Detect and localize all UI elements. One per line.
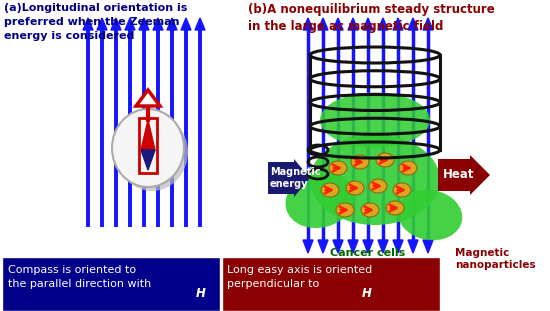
Polygon shape [393, 240, 403, 253]
FancyArrow shape [438, 155, 490, 195]
Polygon shape [333, 18, 343, 30]
Polygon shape [318, 18, 328, 30]
Ellipse shape [398, 190, 463, 240]
Ellipse shape [112, 109, 184, 187]
Ellipse shape [116, 113, 188, 191]
Polygon shape [378, 240, 388, 253]
FancyBboxPatch shape [222, 257, 440, 311]
Polygon shape [408, 18, 418, 30]
Polygon shape [141, 120, 155, 150]
Polygon shape [348, 240, 358, 253]
Text: Magnetic
energy: Magnetic energy [270, 167, 321, 189]
Polygon shape [141, 150, 155, 170]
Polygon shape [333, 240, 343, 253]
Polygon shape [393, 18, 403, 30]
Ellipse shape [386, 201, 404, 215]
Polygon shape [303, 240, 313, 253]
Polygon shape [181, 18, 191, 30]
Ellipse shape [321, 183, 339, 197]
Text: (b)A nonequilibrium steady structure
in the large ac magnetic field: (b)A nonequilibrium steady structure in … [248, 3, 495, 33]
Text: Cancer cells: Cancer cells [330, 248, 405, 258]
Polygon shape [423, 18, 433, 30]
FancyBboxPatch shape [2, 257, 220, 311]
Polygon shape [195, 18, 205, 30]
Ellipse shape [329, 161, 347, 175]
Ellipse shape [336, 203, 354, 217]
Polygon shape [136, 90, 160, 106]
Ellipse shape [393, 183, 411, 197]
Text: Heat: Heat [443, 169, 475, 182]
Polygon shape [363, 18, 373, 30]
Polygon shape [378, 18, 388, 30]
Text: Long easy axis is oriented
perpendicular to: Long easy axis is oriented perpendicular… [227, 265, 372, 289]
Polygon shape [408, 240, 418, 253]
Ellipse shape [320, 92, 430, 147]
Polygon shape [423, 240, 433, 253]
Ellipse shape [369, 179, 387, 193]
Polygon shape [167, 18, 177, 30]
Ellipse shape [361, 203, 379, 217]
Ellipse shape [285, 172, 355, 228]
Polygon shape [111, 18, 121, 30]
Ellipse shape [399, 161, 417, 175]
Ellipse shape [346, 181, 364, 195]
Polygon shape [97, 18, 107, 30]
Polygon shape [153, 18, 163, 30]
Polygon shape [125, 18, 135, 30]
Text: Compass is oriented to
the parallel direction with: Compass is oriented to the parallel dire… [8, 265, 155, 289]
Polygon shape [363, 240, 373, 253]
Polygon shape [348, 18, 358, 30]
Polygon shape [83, 18, 93, 30]
Polygon shape [139, 18, 149, 30]
Text: (a)Longitudinal orientation is
preferred when the Zeeman
energy is considered: (a)Longitudinal orientation is preferred… [4, 3, 188, 41]
Text: H: H [196, 287, 206, 300]
Ellipse shape [351, 155, 369, 169]
Text: Magnetic
nanoparticles: Magnetic nanoparticles [455, 248, 536, 270]
Ellipse shape [376, 153, 394, 167]
FancyArrow shape [268, 159, 310, 197]
Polygon shape [303, 18, 313, 30]
Text: H: H [362, 287, 372, 300]
Polygon shape [318, 240, 328, 253]
Ellipse shape [310, 135, 440, 225]
